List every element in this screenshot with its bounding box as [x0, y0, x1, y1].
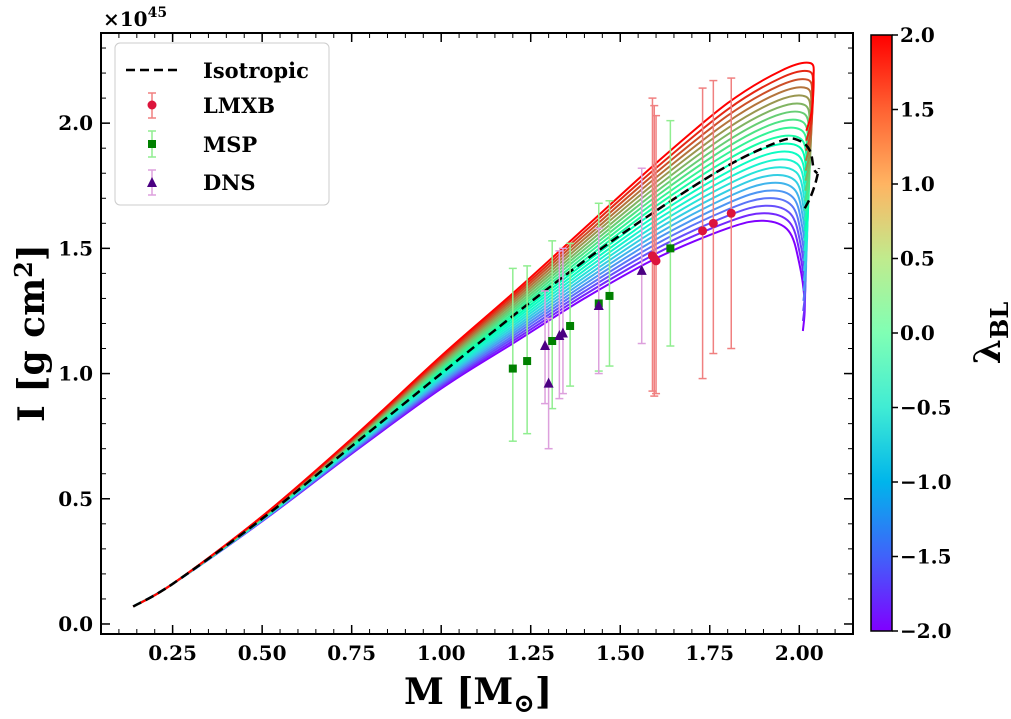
dns-point [543, 377, 554, 388]
y-tick-label: 0.0 [58, 612, 93, 636]
colorbar-tick-label: −2.0 [900, 619, 952, 643]
lambda-curve [132, 197, 807, 608]
x-tick-label: 2.00 [775, 641, 824, 665]
y-offset-text: ×1045 [103, 5, 167, 31]
colorbar-gradient [870, 34, 893, 632]
x-tick-label: 0.25 [148, 641, 197, 665]
x-tick-label: 1.00 [417, 641, 466, 665]
dns-point [636, 264, 647, 275]
x-axis-ticks: 0.25 0.50 0.75 1.00 1.25 1.50 1.75 2.00 [118, 33, 836, 665]
x-axis-title: M [M⊙] [404, 671, 552, 719]
colorbar-tick-label: 0.0 [900, 321, 935, 345]
error-bars [508, 77, 736, 450]
colorbar-tick-label: 1.0 [900, 172, 935, 196]
msp-point [566, 321, 575, 330]
colorbar: 2.0 1.5 1.0 0.5 0.0 −0.5 −1.0 −1.5 −2.0 λBL [870, 23, 1011, 643]
colorbar-title: λBL [967, 302, 1011, 365]
y-axis-ticks: 0.0 0.5 1.0 1.5 2.0 [58, 47, 853, 636]
legend-msp-swatch [148, 130, 156, 158]
msp-point [548, 337, 557, 346]
lambda-curve [132, 204, 807, 608]
lmxb-point [698, 226, 708, 236]
x-tick-label: 1.75 [685, 641, 734, 665]
legend-label-isotropic: Isotropic [203, 58, 309, 83]
lambda-curve [132, 61, 815, 608]
colorbar-tick-label: −1.5 [900, 545, 952, 569]
legend: Isotropic LMXB MSP DNS [114, 42, 330, 206]
msp-point [666, 244, 675, 253]
lambda-curve [132, 189, 808, 608]
colorbar-ticks: 2.0 1.5 1.0 0.5 0.0 −0.5 −1.0 −1.5 −2.0 [892, 23, 952, 643]
dns-point [557, 327, 568, 338]
msp-point [523, 357, 532, 366]
legend-box [114, 42, 330, 206]
msp-point [508, 364, 517, 373]
dns-point [593, 299, 604, 310]
y-tick-label: 1.5 [58, 236, 93, 260]
lmxb-point [726, 208, 736, 218]
isotropic-curve [132, 137, 821, 608]
legend-label-dns: DNS [203, 170, 256, 195]
colorbar-tick-label: 2.0 [900, 23, 935, 47]
lambda-curve [132, 212, 807, 608]
lambda-curve [132, 173, 808, 608]
data-markers [508, 208, 736, 388]
colorbar-tick-label: 1.5 [900, 98, 935, 122]
isotropic-line [132, 137, 819, 608]
lmxb-point [651, 256, 661, 266]
y-tick-label: 2.0 [58, 111, 93, 135]
legend-dns-swatch [147, 169, 157, 196]
msp-point [605, 291, 614, 300]
lmxb-point [708, 218, 718, 228]
plot-area: 0.25 0.50 0.75 1.00 1.25 1.50 1.75 2.00 0.0 0.5 1… [58, 32, 854, 665]
colorbar-tick-label: −0.5 [900, 396, 952, 420]
legend-label-lmxb: LMXB [203, 93, 275, 118]
lambda-curve [132, 219, 806, 608]
colorbar-tick-label: −1.0 [900, 470, 952, 494]
x-tick-label: 0.75 [327, 641, 376, 665]
legend-label-msp: MSP [203, 132, 257, 157]
x-tick-label: 0.50 [238, 641, 287, 665]
x-tick-label: 1.50 [596, 641, 645, 665]
legend-lmxb-swatch [147, 92, 157, 119]
lambda-curve [132, 181, 808, 608]
y-axis-title: I [g cm2] [9, 244, 53, 422]
y-tick-label: 0.5 [58, 487, 93, 511]
isotropic-line-branch [803, 167, 821, 209]
y-tick-label: 1.0 [58, 362, 93, 386]
dns-point [540, 340, 551, 351]
colorbar-tick-label: 0.5 [900, 247, 935, 271]
x-tick-label: 1.25 [506, 641, 555, 665]
